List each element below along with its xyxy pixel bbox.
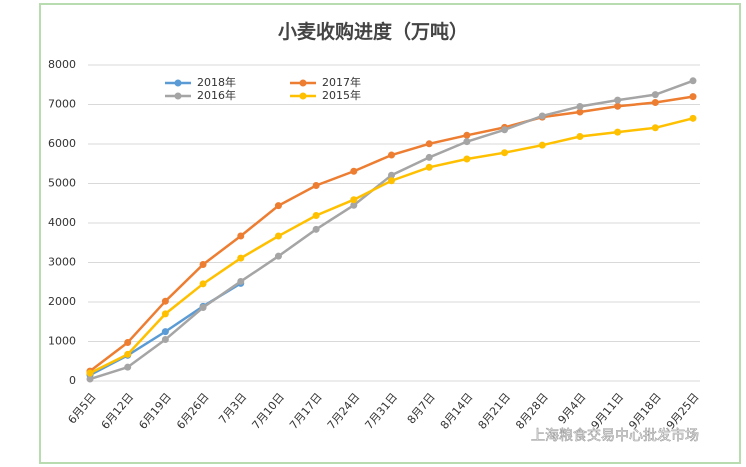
x-tick-label: 8月7日 [405, 391, 438, 427]
x-tick-label: 6月5日 [65, 391, 98, 427]
x-tick-label: 9月11日 [589, 391, 627, 432]
data-point [237, 254, 245, 262]
data-point [689, 93, 697, 101]
x-tick-label: 7月17日 [287, 391, 325, 432]
data-point [161, 310, 169, 318]
y-tick-label: 4000 [48, 216, 76, 229]
data-point [312, 211, 320, 219]
x-tick-label: 9月18日 [626, 391, 664, 432]
data-point [388, 171, 395, 179]
data-point [350, 201, 358, 209]
data-point [689, 77, 697, 85]
x-tick-label: 8月21日 [476, 391, 514, 432]
data-point [538, 141, 546, 149]
y-tick-label: 8000 [48, 58, 76, 71]
y-tick-label: 0 [69, 374, 76, 387]
data-point [576, 132, 584, 140]
data-point [576, 108, 584, 116]
data-point [689, 114, 697, 122]
data-point [161, 297, 169, 305]
data-point [576, 102, 584, 110]
y-tick-label: 6000 [48, 137, 76, 150]
legend-label: 2015年 [322, 88, 361, 102]
frame [39, 3, 741, 464]
data-point [312, 225, 320, 233]
series-line [89, 79, 694, 381]
legend-marker [174, 92, 182, 100]
x-tick-label: 6月26日 [174, 391, 212, 432]
x-tick-label: 7月24日 [325, 391, 363, 432]
data-point [463, 131, 471, 139]
data-point [501, 149, 509, 157]
data-point [124, 338, 132, 346]
data-point [274, 202, 282, 210]
watermark: 上海粮食交易中心批发市场 [531, 427, 699, 444]
data-point [199, 304, 207, 312]
legend-label: 2016年 [197, 88, 236, 102]
data-point [350, 196, 358, 204]
x-tick-label: 9月4日 [555, 391, 588, 427]
chart-title: 小麦收购进度（万吨） [278, 20, 468, 43]
data-point [614, 96, 622, 104]
legend-marker [299, 79, 307, 87]
data-point [651, 124, 659, 132]
data-point [274, 252, 282, 260]
data-point [425, 163, 433, 171]
legend-marker [174, 79, 182, 87]
data-point [237, 232, 245, 240]
data-point [350, 167, 358, 175]
data-point [274, 232, 282, 240]
data-point [614, 102, 622, 110]
data-point [388, 151, 395, 159]
legend-marker [299, 92, 307, 100]
x-tick-label: 6月19日 [136, 391, 174, 432]
data-point [463, 155, 471, 163]
legend-label: 2018年 [197, 75, 236, 89]
y-tick-label: 7000 [48, 98, 76, 111]
data-point [463, 138, 471, 146]
data-point [425, 140, 433, 148]
x-tick-label: 9月25日 [664, 391, 702, 432]
data-point [312, 181, 320, 189]
y-tick-label: 1000 [48, 335, 76, 348]
data-point [651, 91, 659, 99]
data-point [538, 112, 546, 120]
data-point [501, 126, 509, 134]
data-point [614, 128, 622, 136]
series-line [89, 95, 694, 373]
x-tick-label: 7月10日 [249, 391, 287, 432]
x-tick-label: 6月12日 [99, 391, 137, 432]
x-tick-label: 8月14日 [438, 391, 476, 432]
data-point [86, 375, 94, 383]
x-tick-label: 7月31日 [362, 391, 400, 432]
y-tick-label: 3000 [48, 256, 76, 269]
data-point [651, 99, 659, 107]
x-tick-label: 8月28日 [513, 391, 551, 432]
data-point [199, 280, 207, 288]
y-tick-label: 5000 [48, 177, 76, 190]
x-tick-label: 7月3日 [216, 391, 249, 427]
data-point [161, 328, 169, 336]
data-point [425, 153, 433, 161]
y-tick-label: 2000 [48, 295, 76, 308]
data-point [161, 336, 169, 344]
data-point [237, 277, 245, 285]
data-point [86, 369, 94, 377]
legend-label: 2017年 [322, 75, 361, 89]
data-point [388, 177, 395, 185]
data-point [124, 350, 132, 358]
data-point [199, 260, 207, 268]
data-point [124, 363, 132, 371]
